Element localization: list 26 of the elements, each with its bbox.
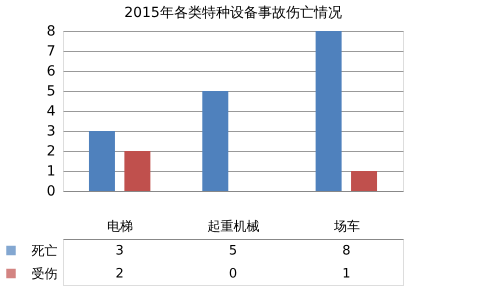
data-label: 5 [228,244,238,258]
data-label: 3 [116,244,124,258]
data-label: 2 [116,266,124,282]
y-tick-label: 6 [46,64,56,80]
data-label: 1 [342,266,350,282]
y-tick-label: 0 [46,184,56,200]
bar [351,171,378,191]
x-tick-label: 电梯 [107,220,134,234]
data-label: 8 [342,244,350,258]
y-tick-label: 5 [46,84,56,100]
y-tick-label: 7 [46,44,56,60]
legend-label: 死亡 [32,243,58,259]
y-tick-label: 2 [46,144,56,160]
data-label: 0 [228,266,238,282]
bar [88,131,115,191]
x-tick-label: 起重机械 [208,220,260,234]
bar [316,31,342,191]
y-tick-label: 3 [46,124,56,140]
y-tick-label: 8 [46,24,56,40]
x-tick-label: 场车 [332,220,360,234]
legend-label: 受伤 [32,267,58,282]
y-tick-label: 4 [46,104,56,120]
bar [202,91,228,191]
chart-title: 2015年各类特种设备事故伤亡情况 [124,5,342,21]
bar [124,151,150,191]
y-tick-label: 1 [46,164,56,180]
